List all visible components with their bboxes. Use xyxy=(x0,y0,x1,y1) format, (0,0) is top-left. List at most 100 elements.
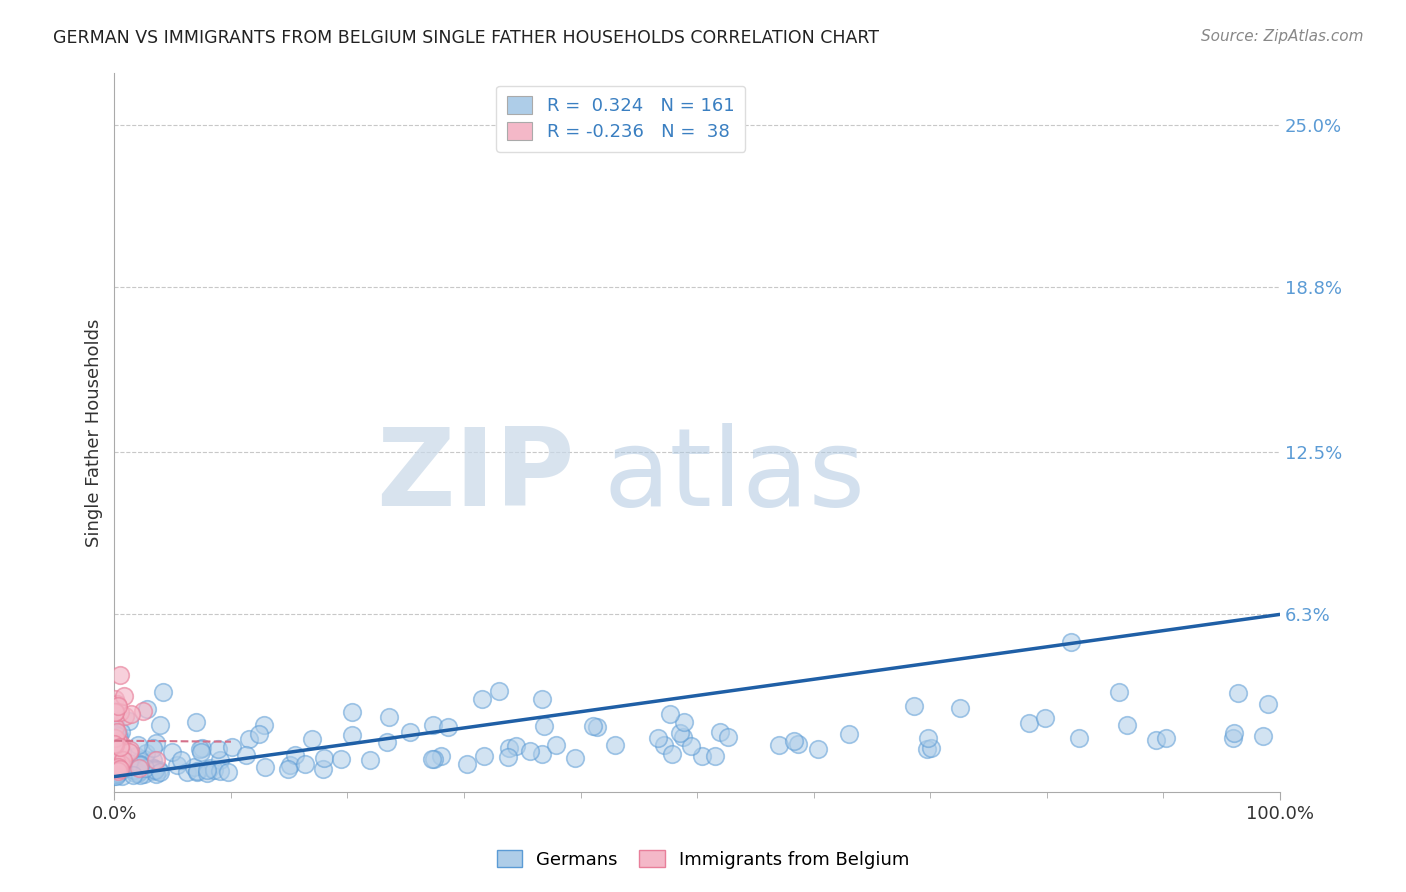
Point xyxy=(253,718,276,732)
Point xyxy=(141,760,163,774)
Point xyxy=(104,765,127,780)
Point xyxy=(1033,710,1056,724)
Point xyxy=(166,757,188,772)
Point xyxy=(1227,686,1250,700)
Point xyxy=(104,744,127,758)
Point xyxy=(112,753,135,767)
Point xyxy=(107,764,129,778)
Point xyxy=(838,727,860,741)
Point xyxy=(422,718,444,732)
Point xyxy=(129,756,152,771)
Point xyxy=(145,736,167,750)
Point xyxy=(105,762,128,776)
Point xyxy=(104,757,127,772)
Point xyxy=(1222,731,1244,745)
Text: ZIP: ZIP xyxy=(377,423,575,529)
Point xyxy=(104,705,127,719)
Point xyxy=(132,704,155,718)
Point xyxy=(103,738,125,752)
Legend: Germans, Immigrants from Belgium: Germans, Immigrants from Belgium xyxy=(489,843,917,876)
Point xyxy=(669,725,692,739)
Point xyxy=(108,765,131,780)
Legend: R =  0.324   N = 161, R = -0.236   N =  38: R = 0.324 N = 161, R = -0.236 N = 38 xyxy=(496,86,745,153)
Point xyxy=(128,763,150,777)
Point xyxy=(681,739,703,753)
Point xyxy=(108,705,131,719)
Point xyxy=(103,719,125,733)
Point xyxy=(217,764,239,779)
Point xyxy=(104,704,127,718)
Point xyxy=(103,727,125,741)
Point xyxy=(112,689,135,703)
Point xyxy=(247,727,270,741)
Point xyxy=(377,710,399,724)
Point xyxy=(807,741,830,756)
Point xyxy=(1251,730,1274,744)
Point xyxy=(647,731,669,745)
Point xyxy=(903,699,925,714)
Point xyxy=(108,756,131,771)
Point xyxy=(170,753,193,767)
Point xyxy=(399,725,422,739)
Point xyxy=(375,735,398,749)
Point xyxy=(128,758,150,772)
Point xyxy=(208,764,231,779)
Point xyxy=(533,718,555,732)
Point xyxy=(104,692,127,706)
Point xyxy=(143,763,166,777)
Point xyxy=(1060,635,1083,649)
Point xyxy=(110,757,132,772)
Point xyxy=(103,742,125,756)
Point xyxy=(186,765,208,780)
Point xyxy=(519,744,541,758)
Point xyxy=(920,741,942,756)
Point xyxy=(198,761,221,775)
Point xyxy=(359,753,381,767)
Point xyxy=(1223,725,1246,739)
Point xyxy=(105,767,128,781)
Point xyxy=(253,760,276,774)
Point xyxy=(661,747,683,761)
Point xyxy=(117,756,139,770)
Point xyxy=(110,749,132,764)
Point xyxy=(672,730,695,744)
Point xyxy=(717,730,740,744)
Point xyxy=(690,749,713,764)
Point xyxy=(121,762,143,776)
Point xyxy=(1257,697,1279,711)
Point xyxy=(107,698,129,713)
Point xyxy=(118,745,141,759)
Point xyxy=(176,764,198,779)
Point xyxy=(110,739,132,754)
Point xyxy=(917,731,939,745)
Point xyxy=(142,740,165,755)
Point xyxy=(207,742,229,756)
Point xyxy=(312,762,335,776)
Point xyxy=(149,718,172,732)
Point xyxy=(104,736,127,750)
Point xyxy=(105,751,128,765)
Point xyxy=(103,769,125,783)
Point xyxy=(104,762,127,776)
Point xyxy=(768,739,790,753)
Point xyxy=(456,757,478,772)
Point xyxy=(107,747,129,762)
Point xyxy=(127,765,149,780)
Point xyxy=(437,720,460,734)
Point xyxy=(186,764,208,778)
Point xyxy=(129,754,152,768)
Point xyxy=(195,764,218,778)
Point xyxy=(107,760,129,774)
Point xyxy=(603,738,626,752)
Point xyxy=(330,752,353,766)
Point xyxy=(132,767,155,781)
Point xyxy=(277,762,299,776)
Point xyxy=(1115,718,1137,732)
Point xyxy=(202,763,225,777)
Point xyxy=(143,762,166,776)
Point xyxy=(104,740,127,755)
Point xyxy=(111,745,134,759)
Point xyxy=(294,756,316,771)
Point xyxy=(498,741,520,756)
Point xyxy=(114,709,136,723)
